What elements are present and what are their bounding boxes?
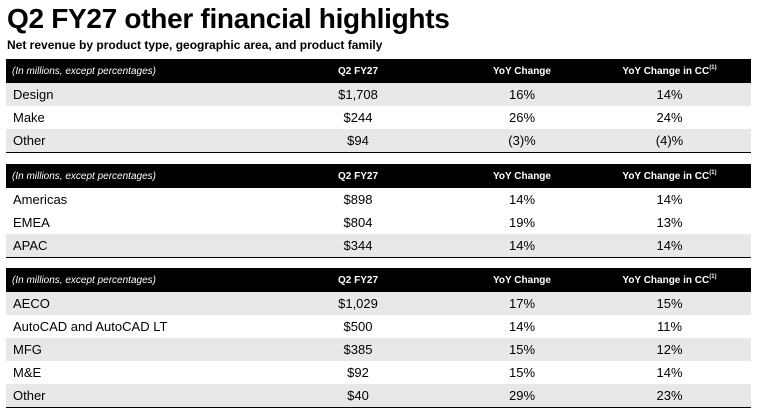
table-row: Make $244 26% 24% bbox=[6, 106, 751, 129]
row-label: MFG bbox=[6, 338, 260, 361]
header-cc-label: YoY Change in CC bbox=[622, 65, 710, 77]
row-yoy-value: 19% bbox=[508, 215, 536, 230]
row-q2-value: $40 bbox=[260, 384, 456, 408]
row-label: AECO bbox=[6, 292, 260, 315]
row-q2-value: $1,708 bbox=[260, 83, 456, 106]
row-cc-value: 24% bbox=[656, 110, 683, 125]
header-yoy: YoY Change bbox=[456, 268, 588, 292]
row-label: Other bbox=[6, 384, 260, 408]
row-q2-value: $244 bbox=[343, 110, 373, 125]
header-label: (In millions, except percentages) bbox=[6, 268, 260, 292]
row-yoy-value: (3)% bbox=[456, 129, 588, 153]
row-q2-value: $898 bbox=[343, 192, 373, 207]
row-yoy-value: 14% bbox=[508, 192, 536, 207]
row-yoy-value: 14% bbox=[456, 234, 588, 258]
page-title: Q2 FY27 other financial highlights bbox=[7, 3, 450, 34]
header-cc-label: YoY Change in CC bbox=[622, 274, 710, 286]
table-row: Design $1,708 16% 14% bbox=[6, 83, 751, 106]
footnote-marker: (1) bbox=[709, 273, 717, 280]
row-cc-value: 15% bbox=[588, 292, 751, 315]
header-cc-label: YoY Change in CC bbox=[622, 170, 710, 182]
row-q2-value: $344 bbox=[260, 234, 456, 258]
table-row: Other $94 (3)% (4)% bbox=[6, 129, 751, 153]
header-q2: Q2 FY27 bbox=[260, 268, 456, 292]
row-cc-value: 14% bbox=[588, 83, 751, 106]
row-label: AutoCAD and AutoCAD LT bbox=[13, 319, 168, 334]
table-row: EMEA $804 19% 13% bbox=[6, 211, 751, 234]
header-label: (In millions, except percentages) bbox=[6, 164, 260, 188]
header-label: (In millions, except percentages) bbox=[6, 59, 260, 83]
row-cc-value: 12% bbox=[588, 338, 751, 361]
header-cc: YoY Change in CC(1) bbox=[588, 268, 751, 292]
table-row: AutoCAD and AutoCAD LT $500 14% 11% bbox=[6, 315, 751, 338]
table-row: AECO $1,029 17% 15% bbox=[6, 292, 751, 315]
row-cc-value: 13% bbox=[656, 215, 683, 230]
table-row: Americas $898 14% 14% bbox=[6, 188, 751, 211]
row-cc-value: 23% bbox=[588, 384, 751, 408]
table-row: APAC $344 14% 14% bbox=[6, 234, 751, 258]
row-yoy-value: 17% bbox=[456, 292, 588, 315]
row-q2-value: $92 bbox=[347, 365, 369, 380]
row-cc-value: 14% bbox=[656, 365, 683, 380]
row-yoy-value: 26% bbox=[508, 110, 536, 125]
header-yoy: YoY Change bbox=[456, 59, 588, 83]
row-yoy-value: 15% bbox=[508, 365, 536, 380]
product-family-table: (In millions, except percentages) Q2 FY2… bbox=[6, 268, 751, 408]
row-label: M&E bbox=[13, 365, 42, 380]
row-label: EMEA bbox=[13, 215, 50, 230]
table-row: Other $40 29% 23% bbox=[6, 384, 751, 408]
row-yoy-value: 15% bbox=[456, 338, 588, 361]
row-label: Design bbox=[6, 83, 260, 106]
table-header: (In millions, except percentages) Q2 FY2… bbox=[6, 164, 751, 188]
header-cc: YoY Change in CC(1) bbox=[588, 164, 751, 188]
row-q2-value: $1,029 bbox=[260, 292, 456, 315]
row-label: Make bbox=[13, 110, 45, 125]
row-q2-value: $385 bbox=[260, 338, 456, 361]
page-subtitle: Net revenue by product type, geographic … bbox=[7, 38, 383, 52]
header-cc: YoY Change in CC(1) bbox=[588, 59, 751, 83]
geographic-area-table: (In millions, except percentages) Q2 FY2… bbox=[6, 164, 751, 258]
row-yoy-value: 29% bbox=[456, 384, 588, 408]
table-header: (In millions, except percentages) Q2 FY2… bbox=[6, 59, 751, 83]
row-cc-value: 14% bbox=[588, 234, 751, 258]
row-yoy-value: 16% bbox=[456, 83, 588, 106]
table-row: M&E $92 15% 14% bbox=[6, 361, 751, 384]
table-header: (In millions, except percentages) Q2 FY2… bbox=[6, 268, 751, 292]
header-q2: Q2 FY27 bbox=[260, 59, 456, 83]
row-label: Americas bbox=[13, 192, 68, 207]
row-q2-value: $804 bbox=[343, 215, 373, 230]
row-label: APAC bbox=[6, 234, 260, 258]
row-label: Other bbox=[6, 129, 260, 153]
row-cc-value: (4)% bbox=[588, 129, 751, 153]
row-q2-value: $94 bbox=[260, 129, 456, 153]
table-row: MFG $385 15% 12% bbox=[6, 338, 751, 361]
row-q2-value: $500 bbox=[343, 319, 373, 334]
footnote-marker: (1) bbox=[709, 169, 717, 176]
product-type-table: (In millions, except percentages) Q2 FY2… bbox=[6, 59, 751, 153]
row-cc-value: 14% bbox=[656, 192, 683, 207]
header-q2: Q2 FY27 bbox=[260, 164, 456, 188]
row-yoy-value: 14% bbox=[508, 319, 536, 334]
footnote-marker: (1) bbox=[709, 64, 717, 71]
header-yoy: YoY Change bbox=[456, 164, 588, 188]
row-cc-value: 11% bbox=[656, 319, 683, 334]
